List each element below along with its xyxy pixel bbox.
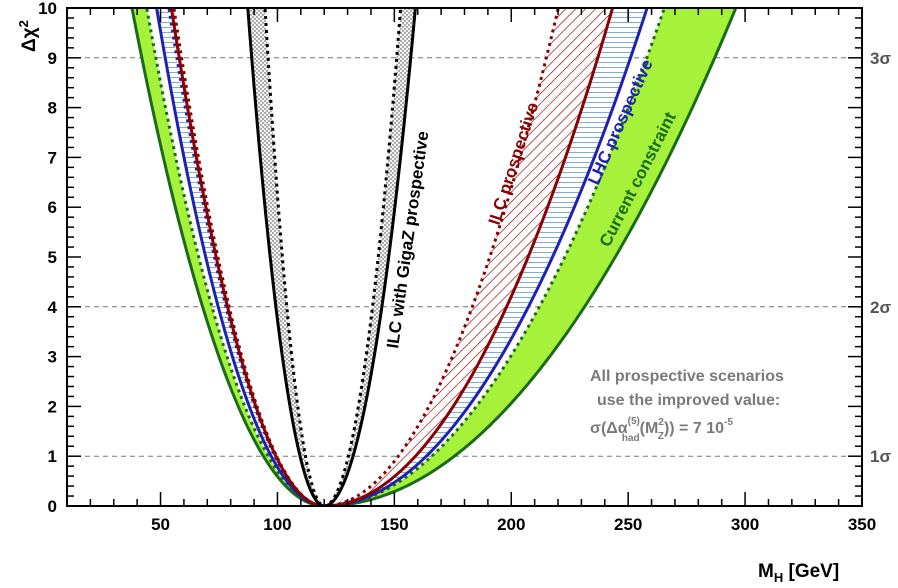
x-tick-label: 100	[263, 515, 291, 534]
x-tick-label: 300	[731, 515, 759, 534]
note-sub-z: Z	[658, 431, 664, 442]
y-tick-label: 5	[48, 248, 57, 267]
band-3-inner-curve	[172, 8, 560, 506]
band-1	[130, 8, 738, 506]
sigma-label-1: 1σ	[870, 447, 891, 466]
x-tick-label: 250	[614, 515, 642, 534]
note-line-2: use the improved value:	[597, 392, 780, 409]
x-axis-title-sub: H	[774, 570, 783, 585]
note-sub-had: had	[622, 433, 640, 444]
note-line-3: σ(Δα(5) had(M2 Z)) = 7 10-5	[590, 416, 733, 444]
band-1-outer-curve	[130, 8, 738, 506]
band-1-left-fill	[131, 8, 325, 506]
note-sup-5: (5)	[628, 416, 640, 427]
y-tick-label: 0	[48, 497, 57, 516]
band-3	[169, 8, 615, 506]
band-4-left-fill	[247, 8, 325, 506]
y-tick-label: 4	[48, 298, 58, 317]
y-tick-label: 6	[48, 198, 57, 217]
sigma-label-3: 3σ	[870, 49, 891, 68]
y-tick-label: 3	[48, 348, 57, 367]
band-4	[246, 8, 417, 506]
x-axis-title-unit: [GeV]	[783, 561, 839, 582]
band-4-inner-curve	[263, 8, 403, 506]
note-sup-2: 2	[658, 417, 664, 428]
x-axis-title-main: M	[758, 561, 774, 582]
sigma-lines: 1σ 2σ 3σ	[67, 49, 891, 466]
y-axis-title: Δχ2	[16, 20, 40, 52]
y-axis-title-sup: 2	[16, 20, 31, 27]
band-2-left-fill	[156, 8, 325, 506]
axis-ticks: 50 100 150 200 250 300 350 0 1 2 3 4 5 6 7 8 9 10	[38, 0, 876, 534]
y-tick-label: 1	[48, 447, 57, 466]
y-tick-label: 7	[48, 148, 57, 167]
note-line-1: All prospective scenarios	[590, 368, 784, 385]
band-4-right-fill	[324, 8, 416, 506]
band-3-right-fill	[324, 8, 613, 506]
sigma-label-2: 2σ	[870, 298, 891, 317]
y-tick-label: 10	[38, 0, 57, 18]
x-axis-title: MH [GeV]	[758, 561, 839, 585]
band-1-inner-curve	[145, 8, 666, 506]
y-tick-label: 8	[48, 99, 57, 118]
improved-value-note: All prospective scenarios use the improv…	[590, 368, 784, 444]
y-tick-label: 9	[48, 49, 57, 68]
note-mz: (M	[640, 420, 659, 437]
note-sigma: σ(Δα	[590, 420, 628, 437]
x-tick-label: 200	[497, 515, 525, 534]
band-1-right-fill	[324, 8, 736, 506]
y-axis-title-main: Δχ	[19, 27, 40, 52]
band-2-right-fill	[324, 8, 648, 506]
x-tick-label: 350	[848, 515, 876, 534]
band-2-outer-curve	[155, 8, 649, 506]
note-sup-exp: -5	[724, 417, 733, 428]
note-value: )) = 7 10	[664, 420, 724, 437]
bands	[130, 8, 738, 506]
x-tick-label: 50	[151, 515, 170, 534]
y-tick-label: 2	[48, 397, 57, 416]
x-tick-label: 150	[380, 515, 408, 534]
